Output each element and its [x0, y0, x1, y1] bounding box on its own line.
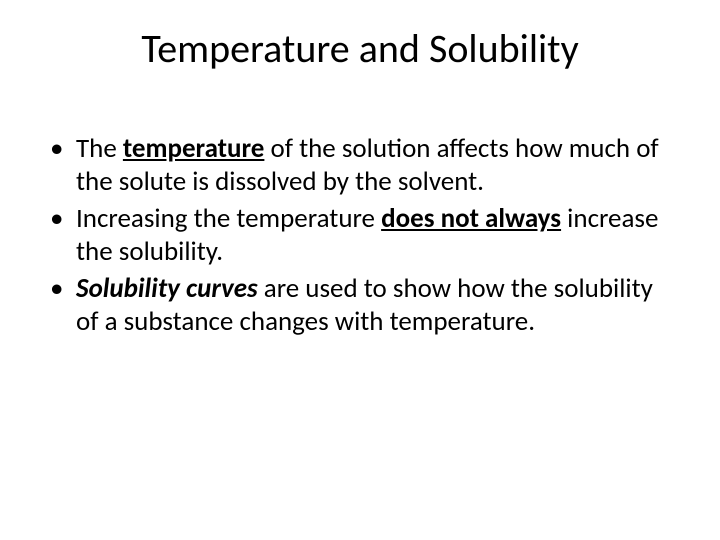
bullet-item: Solubility curves are used to show how t… [58, 273, 680, 339]
bullet-item: The temperature of the solution affects … [58, 133, 680, 199]
slide: Temperature and Solubility The temperatu… [0, 0, 720, 540]
bullet-item: Increasing the temperature does not alwa… [58, 203, 680, 269]
bullet-text-segment: Solubility curves [76, 272, 258, 305]
bullet-text-segment: temperature [123, 132, 265, 165]
slide-title: Temperature and Solubility [30, 24, 690, 73]
bullet-list: The temperature of the solution affects … [30, 133, 690, 339]
bullet-text-segment: does not always [381, 202, 561, 235]
bullet-text-segment: The [76, 132, 123, 165]
bullet-text-segment: Increasing the temperature [76, 202, 381, 235]
